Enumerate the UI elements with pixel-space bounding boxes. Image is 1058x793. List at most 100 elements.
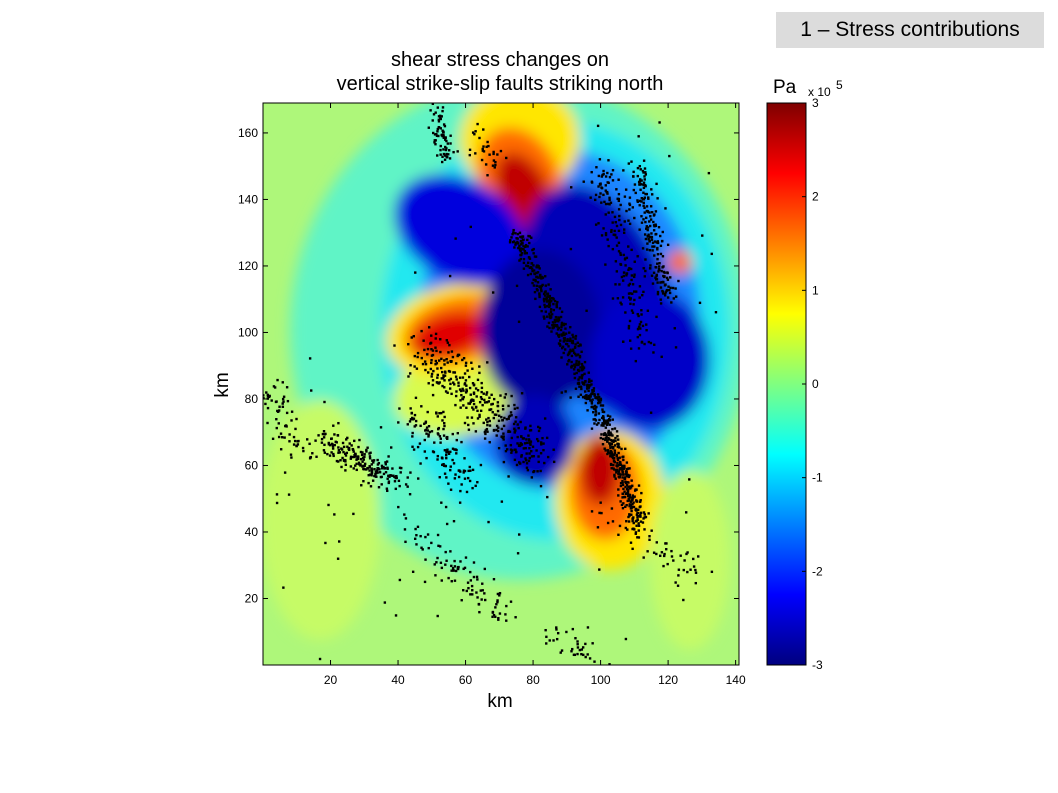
aftershock-dot xyxy=(642,204,645,208)
aftershock-dot xyxy=(552,325,556,328)
aftershock-dot xyxy=(657,226,661,229)
aftershock-dot xyxy=(454,569,458,573)
aftershock-dot xyxy=(448,157,452,160)
aftershock-dot xyxy=(520,236,524,239)
aftershock-dot xyxy=(575,371,578,375)
aftershock-dot xyxy=(645,248,649,251)
aftershock-dot xyxy=(664,207,667,210)
aftershock-dot xyxy=(352,450,355,453)
aftershock-dot xyxy=(393,344,396,347)
aftershock-dot xyxy=(605,420,608,423)
aftershock-dot xyxy=(382,465,385,469)
aftershock-dot xyxy=(630,274,634,277)
aftershock-dot xyxy=(570,354,574,358)
aftershock-dot xyxy=(601,410,605,413)
aftershock-dot xyxy=(642,517,645,520)
aftershock-dot xyxy=(625,520,628,523)
aftershock-dot xyxy=(531,445,535,448)
aftershock-dot xyxy=(424,558,427,561)
aftershock-dot xyxy=(423,348,426,352)
aftershock-dot xyxy=(460,393,463,397)
aftershock-dot xyxy=(442,434,446,437)
aftershock-dot xyxy=(443,124,447,128)
aftershock-dot xyxy=(371,459,374,462)
aftershock-dot xyxy=(575,363,578,366)
aftershock-dot xyxy=(621,496,624,499)
aftershock-dot xyxy=(623,258,627,261)
aftershock-dot xyxy=(337,448,341,452)
aftershock-dot xyxy=(643,275,646,278)
aftershock-dot xyxy=(602,193,605,197)
aftershock-dot xyxy=(508,241,512,244)
aftershock-dot xyxy=(532,284,536,287)
aftershock-dot xyxy=(540,309,543,313)
aftershock-dot xyxy=(593,422,596,425)
aftershock-dot xyxy=(275,417,278,421)
aftershock-dot xyxy=(471,593,474,596)
aftershock-dot xyxy=(408,420,412,423)
aftershock-dot xyxy=(537,455,540,458)
aftershock-dot xyxy=(528,446,531,450)
aftershock-dot xyxy=(543,305,547,309)
aftershock-dot xyxy=(428,430,432,434)
aftershock-dot xyxy=(642,218,645,221)
aftershock-dot xyxy=(625,274,628,277)
aftershock-dot xyxy=(630,248,633,252)
aftershock-dot xyxy=(359,463,362,466)
aftershock-dot xyxy=(416,525,420,529)
aftershock-dot xyxy=(454,403,457,407)
aftershock-dot xyxy=(598,568,601,571)
aftershock-dot xyxy=(611,434,614,437)
aftershock-dot xyxy=(295,444,298,448)
aftershock-dot xyxy=(628,203,632,207)
aftershock-dot xyxy=(644,258,647,261)
aftershock-dot xyxy=(615,236,618,239)
aftershock-dot xyxy=(446,341,450,344)
aftershock-dot xyxy=(647,512,650,515)
aftershock-dot xyxy=(623,195,627,198)
aftershock-dot xyxy=(354,464,357,467)
aftershock-dot xyxy=(562,323,566,327)
aftershock-dot xyxy=(445,476,448,479)
aftershock-dot xyxy=(387,480,391,483)
aftershock-dot xyxy=(474,484,477,488)
aftershock-dot xyxy=(580,367,584,370)
aftershock-dot xyxy=(648,240,651,243)
aftershock-dot xyxy=(472,575,476,579)
aftershock-dot xyxy=(642,290,645,294)
aftershock-dot xyxy=(642,556,645,559)
aftershock-dot xyxy=(517,246,520,250)
aftershock-dot xyxy=(622,495,626,499)
aftershock-dot xyxy=(275,426,278,430)
aftershock-dot xyxy=(580,652,583,656)
aftershock-dot xyxy=(659,298,662,301)
aftershock-dot xyxy=(619,251,622,255)
aftershock-dot xyxy=(463,477,467,480)
colorbar-tick-label: -1 xyxy=(812,471,823,485)
aftershock-dot xyxy=(486,174,489,177)
aftershock-dot xyxy=(615,270,619,273)
aftershock-dot xyxy=(580,387,583,391)
aftershock-dot xyxy=(442,464,446,467)
aftershock-dot xyxy=(566,338,569,341)
aftershock-dot xyxy=(623,490,626,493)
aftershock-dot xyxy=(608,423,611,426)
aftershock-dot xyxy=(535,275,538,279)
aftershock-dot xyxy=(491,402,494,406)
aftershock-dot xyxy=(643,178,646,181)
aftershock-dot xyxy=(612,463,615,467)
aftershock-dot xyxy=(548,304,552,307)
x-tick-label: 60 xyxy=(459,673,473,687)
aftershock-dot xyxy=(370,469,374,472)
aftershock-dot xyxy=(484,429,487,432)
aftershock-dot xyxy=(604,189,607,192)
aftershock-dot xyxy=(621,455,624,459)
aftershock-dot xyxy=(644,515,648,519)
aftershock-dot xyxy=(453,565,457,568)
aftershock-dot xyxy=(427,425,431,428)
aftershock-dot xyxy=(621,483,625,487)
aftershock-dot xyxy=(518,259,521,262)
aftershock-dot xyxy=(627,268,630,272)
aftershock-dot xyxy=(565,342,569,346)
aftershock-dot xyxy=(317,434,320,437)
